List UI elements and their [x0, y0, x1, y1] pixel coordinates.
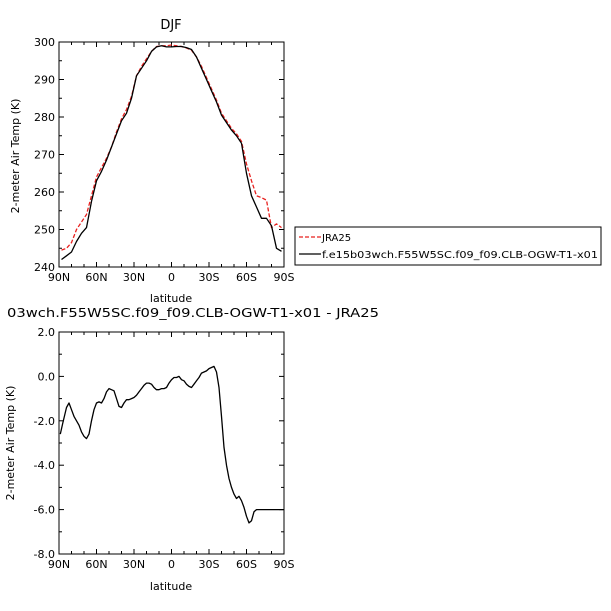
legend-label-jra25: JRA25	[321, 233, 351, 244]
top-chart-title: DJF	[160, 18, 181, 33]
bottom-series-line-0	[59, 365, 284, 524]
legend: JRA25 f.e15b03wch.F55W5SC.f09_f09.CLB-OG…	[294, 226, 602, 266]
top-chart-series	[61, 44, 282, 261]
bottom-y-tick-label: 0.0	[38, 370, 56, 383]
top-x-tick-label: 60N	[85, 271, 107, 284]
top-x-tick-label: 90S	[274, 271, 295, 284]
top-series-line-0	[61, 44, 282, 251]
bottom-y-tick-label: 2.0	[38, 326, 56, 339]
bottom-y-tick-label: -6.0	[34, 504, 55, 517]
top-series-line-1	[61, 45, 282, 261]
top-chart-xlabel: latitude	[150, 292, 192, 305]
bottom-x-tick-label: 60S	[236, 558, 257, 571]
top-chart-axes: 90N 60N 30N 0 30S 60S 90S 240 250 260 270 280 290 300	[34, 36, 295, 284]
top-plot-border	[58, 41, 285, 268]
top-x-tick-label: 30S	[199, 271, 220, 284]
top-y-tick-label: 300	[34, 36, 55, 49]
legend-box	[294, 226, 602, 266]
bottom-chart: 03wch.F55W5SC.f09_f09.CLB-OGW-T1-x01 - J…	[4, 306, 379, 593]
bottom-y-tick-label: -8.0	[34, 548, 55, 561]
top-chart: DJF 2-meter Air Temp (K) latitude 90N 60N…	[9, 18, 295, 305]
top-chart-frame	[58, 41, 285, 268]
top-y-tick-label: 260	[34, 186, 55, 199]
bottom-y-tick-label: -4.0	[34, 459, 55, 472]
top-y-tick-label: 280	[34, 111, 55, 124]
top-x-tick-label: 60S	[236, 271, 257, 284]
bottom-x-tick-label: 30S	[199, 558, 220, 571]
bottom-x-tick-label: 90N	[48, 558, 70, 571]
bottom-x-tick-label: 30N	[123, 558, 145, 571]
top-x-tick-label: 0	[168, 271, 175, 284]
legend-label-model: f.e15b03wch.F55W5SC.f09_f09.CLB-OGW-T1-x…	[322, 250, 598, 261]
bottom-chart-ylabel: 2-meter Air Temp (K)	[4, 386, 17, 501]
bottom-y-tick-label: -2.0	[34, 415, 55, 428]
bottom-plot-border	[58, 331, 285, 555]
bottom-chart-xlabel: latitude	[150, 580, 192, 593]
bottom-x-tick-label: 90S	[274, 558, 295, 571]
bottom-chart-frame	[58, 331, 285, 555]
top-y-tick-label: 250	[34, 224, 55, 237]
bottom-chart-series	[59, 365, 284, 524]
bottom-chart-title: 03wch.F55W5SC.f09_f09.CLB-OGW-T1-x01 - J…	[7, 306, 379, 320]
bottom-x-tick-label: 60N	[85, 558, 107, 571]
top-chart-ylabel: 2-meter Air Temp (K)	[9, 99, 22, 214]
bottom-x-tick-label: 0	[168, 558, 175, 571]
top-y-tick-label: 270	[34, 149, 55, 162]
top-y-tick-label: 240	[34, 261, 55, 274]
top-y-tick-label: 290	[34, 74, 55, 87]
top-x-tick-label: 90N	[48, 271, 70, 284]
top-x-tick-label: 30N	[123, 271, 145, 284]
bottom-chart-axes: 90N 60N 30N 0 30S 60S 90S -8.0 -6.0 -4.0 -2.0 0.0 2.…	[34, 326, 295, 571]
